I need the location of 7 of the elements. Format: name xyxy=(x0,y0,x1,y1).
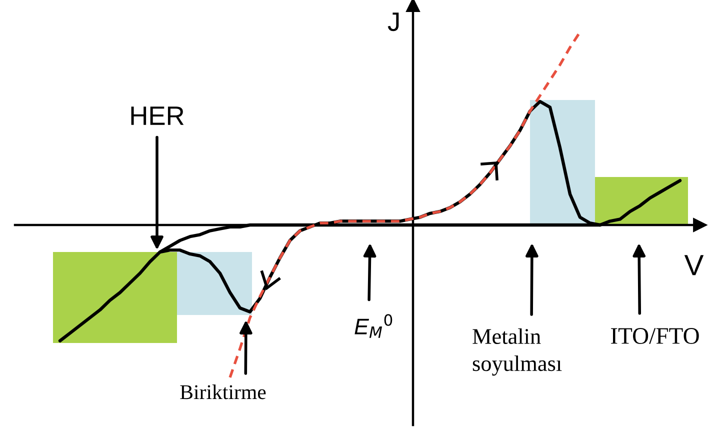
text: Biriktirme xyxy=(180,384,266,400)
annotation: Metalin soyulması xyxy=(472,328,562,376)
annotation: HER xyxy=(131,106,184,125)
x-axis-title: V xyxy=(684,255,704,276)
annotation: E$_{M}$$^{0}$ xyxy=(354,314,392,338)
y-axis-title: J xyxy=(388,12,399,32)
annotation: ITO/FTO xyxy=(611,328,699,344)
